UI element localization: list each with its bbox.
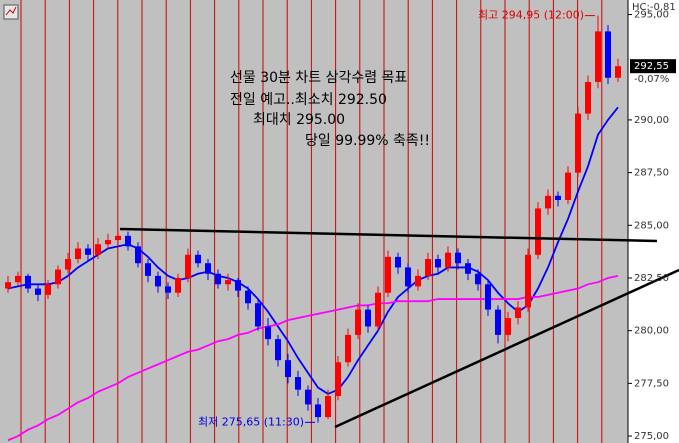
support-line bbox=[334, 268, 679, 429]
y-tick-label: 290,00 bbox=[634, 115, 669, 126]
candle-body bbox=[165, 286, 171, 293]
candle-body bbox=[525, 254, 531, 308]
candle-body bbox=[15, 275, 21, 283]
y-tick-label: 275,00 bbox=[634, 431, 669, 442]
candle-body bbox=[385, 256, 391, 293]
candle-body bbox=[65, 259, 71, 270]
candle-body bbox=[495, 309, 501, 335]
candle-body bbox=[285, 360, 291, 378]
candle-body bbox=[145, 263, 151, 276]
candle-body bbox=[185, 254, 191, 278]
low-label: 최저 275,65 (11:30) bbox=[198, 415, 304, 428]
candle-body bbox=[575, 113, 581, 173]
y-tick-label: 282,50 bbox=[634, 273, 669, 284]
current-price-box bbox=[630, 59, 676, 74]
y-tick-label: 277,50 bbox=[634, 378, 669, 389]
candle-body bbox=[75, 248, 81, 260]
candle-body bbox=[555, 195, 561, 201]
candle-body bbox=[155, 275, 161, 287]
candle-body bbox=[115, 235, 121, 241]
annotation: 전일 예고..최소치 292.50 bbox=[230, 92, 387, 108]
axis-background bbox=[628, 0, 679, 443]
y-tick-label: 287,50 bbox=[634, 168, 669, 179]
candle-body bbox=[595, 31, 601, 82]
candle-body bbox=[585, 81, 591, 114]
candle-body bbox=[245, 290, 251, 304]
candle-body bbox=[455, 252, 461, 264]
candle-body bbox=[105, 240, 111, 245]
candle-body bbox=[35, 288, 41, 295]
candle-body bbox=[305, 389, 311, 405]
candle-body bbox=[615, 66, 621, 78]
candle-body bbox=[55, 269, 61, 285]
candle-body bbox=[605, 31, 611, 78]
candle-body bbox=[95, 244, 101, 255]
trendlines bbox=[119, 227, 679, 429]
candle-body bbox=[475, 273, 481, 285]
candle-body bbox=[325, 396, 331, 418]
candle-body bbox=[435, 259, 441, 268]
candle-body bbox=[125, 235, 131, 247]
candle-body bbox=[175, 277, 181, 293]
annotation: 최대치 295.00 bbox=[253, 112, 345, 128]
plot-background bbox=[0, 0, 628, 443]
candle-body bbox=[215, 273, 221, 285]
candle-body bbox=[255, 303, 261, 327]
candle-body bbox=[275, 339, 281, 361]
candle-body bbox=[405, 267, 411, 287]
annotation: 당일 99.99% 축족!! bbox=[305, 133, 430, 149]
candle-body bbox=[295, 377, 301, 390]
candle-body bbox=[485, 284, 491, 310]
candle-body bbox=[445, 252, 451, 268]
resistance-line bbox=[119, 227, 658, 243]
annotation: 선물 30분 차트 삼각수렴 목표 bbox=[230, 70, 407, 86]
candle-body bbox=[425, 259, 431, 276]
candle-body bbox=[545, 195, 551, 209]
moving-average bbox=[7, 274, 619, 442]
candle-body bbox=[45, 284, 51, 295]
candle-body bbox=[375, 292, 381, 327]
high-label: 최고 294,95 (12:00) bbox=[478, 9, 584, 22]
candle-body bbox=[415, 275, 421, 287]
candle-body bbox=[345, 334, 351, 363]
hc-label: HC:-0,81 bbox=[632, 2, 676, 13]
candle-body bbox=[85, 248, 91, 255]
candle-body bbox=[515, 307, 521, 319]
candle-body bbox=[535, 208, 541, 255]
candle-body bbox=[365, 309, 371, 327]
candle-body bbox=[5, 282, 11, 289]
y-tick-label: 295,00 bbox=[634, 10, 669, 21]
y-tick-label: 285,00 bbox=[634, 220, 669, 231]
candle-body bbox=[205, 263, 211, 274]
candle-body bbox=[565, 172, 571, 201]
y-tick-label: 280,00 bbox=[634, 326, 669, 337]
candle-body bbox=[395, 256, 401, 268]
candle-body bbox=[465, 263, 471, 274]
candle-body bbox=[505, 318, 511, 335]
icon bbox=[3, 4, 19, 20]
candle-body bbox=[195, 254, 201, 264]
candle-body bbox=[235, 280, 241, 291]
candle-body bbox=[135, 246, 141, 264]
candle-body bbox=[25, 275, 31, 289]
plot bbox=[5, 0, 621, 443]
candle-body bbox=[355, 309, 361, 335]
candle-body bbox=[225, 280, 231, 285]
current-price-label: 292,55 bbox=[634, 61, 669, 72]
candle-body bbox=[265, 326, 271, 340]
change-label: -0,07% bbox=[634, 74, 669, 85]
candle-body bbox=[335, 362, 341, 397]
candle-body bbox=[315, 404, 321, 418]
